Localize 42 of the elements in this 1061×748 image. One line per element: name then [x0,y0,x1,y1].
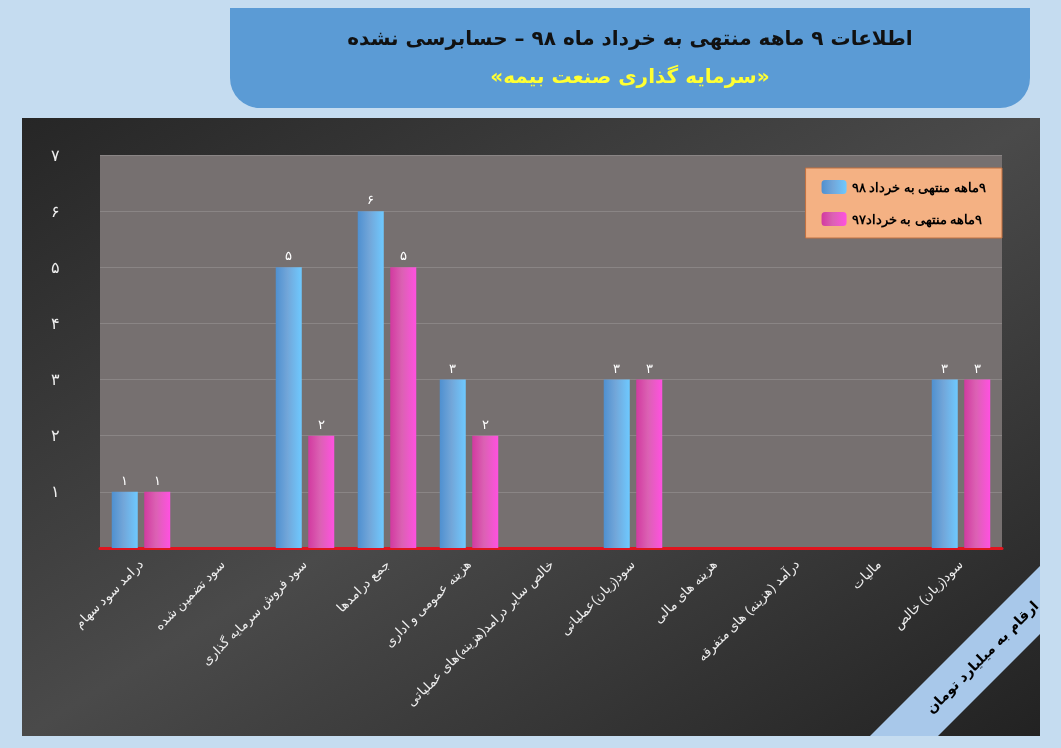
data-label: ۵ [399,248,407,264]
legend-label: ۹ماهه منتهی به خرداد۹۷ [851,211,983,228]
bar [308,435,335,548]
bar [931,379,958,548]
data-label: ۱ [121,472,129,488]
y-tick-label: ۱ [51,483,60,501]
data-label: ۱ [153,472,161,488]
data-label: ۳ [613,360,621,376]
bar [390,267,417,548]
bar [275,267,302,548]
x-tick-label: جمع درامدها [333,556,394,616]
data-label: ۶ [367,192,375,208]
y-tick-label: ۳ [51,371,60,389]
y-tick-label: ۶ [51,202,60,220]
x-tick-label: سود(زیان) خالص [890,556,968,634]
data-label: ۳ [973,360,981,376]
x-tick-label: مالیات [848,556,885,593]
bar [439,379,466,548]
x-tick-label: هزینه های مالی [650,556,722,627]
x-tick-label: سود تضمین شده [151,556,230,634]
bar [111,491,138,548]
x-tick-label: سود(زیان)عملیاتی [557,556,640,639]
y-tick-label: ۲ [51,427,60,445]
data-label: ۳ [645,360,653,376]
data-label: ۳ [449,360,457,376]
bar [144,491,171,548]
bar [472,435,499,548]
legend-label: ۹ماهه منتهی به خرداد ۹۸ [851,179,987,196]
bar [357,211,384,548]
y-tick-label: ۷ [51,146,60,164]
x-tick-label: درامد سود سهام [71,556,148,632]
y-tick-label: ۵ [51,258,60,276]
chart-subtitle: «سرمایه گذاری صنعت بیمه» [489,64,771,88]
y-tick-label: ۴ [51,314,60,332]
data-label: ۳ [941,360,949,376]
data-label: ۲ [317,416,325,432]
chart-title: اطلاعات ۹ ماهه منتهی به خرداد ماه ۹۸ – حسابرسی نشده [346,26,914,50]
data-label: ۵ [285,248,293,264]
bar [603,379,630,548]
bar [964,379,991,548]
data-label: ۲ [481,416,489,432]
bar [636,379,663,548]
